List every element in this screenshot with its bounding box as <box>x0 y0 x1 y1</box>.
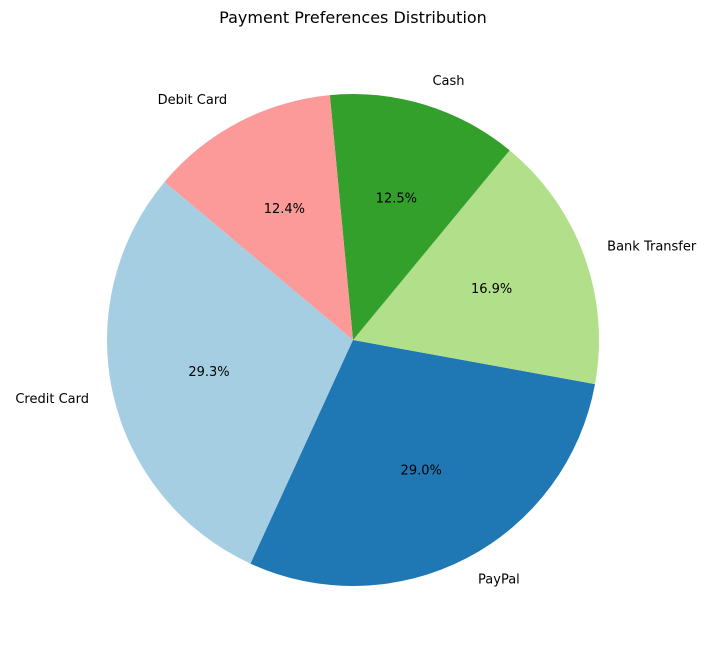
slice-percent-label: 29.3% <box>188 365 229 380</box>
pie-slice-cash <box>329 93 510 340</box>
pie-slice-bank-transfer <box>353 150 599 385</box>
slice-category-label: Bank Transfer <box>607 240 697 255</box>
slice-percent-label: 29.0% <box>401 463 442 478</box>
pie-slice-paypal <box>250 340 596 586</box>
slice-category-label: Credit Card <box>15 392 89 407</box>
pie-slice-debit-card <box>164 95 353 340</box>
slice-category-label: PayPal <box>478 572 520 587</box>
pie-labels: 29.3% Credit Card 29.0% PayPal 16.9% Bank Tra… <box>15 74 697 588</box>
slice-category-label: Debit Card <box>158 93 228 108</box>
pie-slice-credit-card <box>106 181 353 564</box>
slice-percent-label: 12.4% <box>264 202 305 217</box>
slice-percent-label: 12.5% <box>376 191 417 206</box>
pie-slices <box>106 93 599 586</box>
slice-percent-label: 16.9% <box>471 282 512 297</box>
slice-category-label: Cash <box>432 74 464 89</box>
chart-title: Payment Preferences Distribution <box>219 8 487 27</box>
